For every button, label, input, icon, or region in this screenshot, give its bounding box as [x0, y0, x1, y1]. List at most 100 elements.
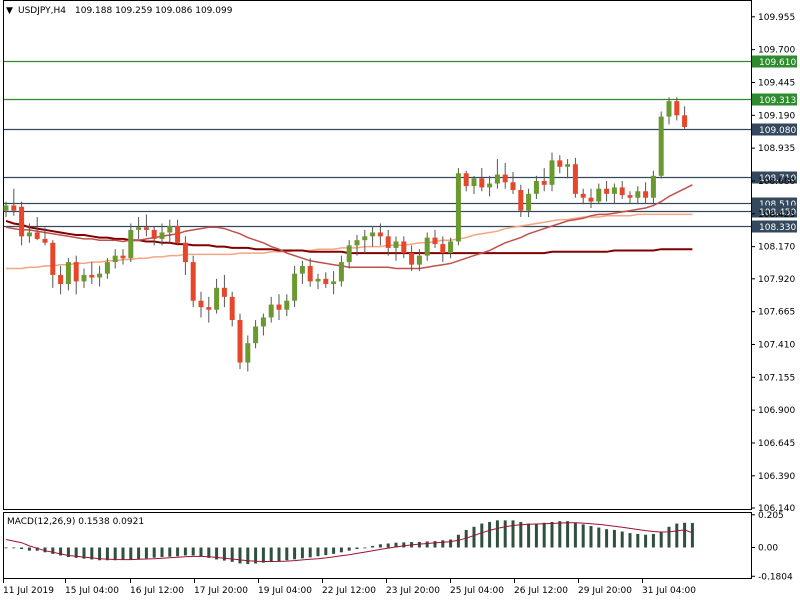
- y-tick-label: 109.190: [758, 111, 795, 121]
- macd-bar: [659, 531, 663, 548]
- candle-bear: [643, 191, 649, 198]
- macd-y-tick-label: 0.205: [758, 511, 784, 521]
- macd-bar: [137, 547, 141, 559]
- macd-bar: [534, 523, 538, 548]
- candle-bull: [362, 236, 368, 241]
- macd-bar: [417, 541, 421, 548]
- candle-bull: [424, 237, 430, 256]
- candle-bull: [393, 241, 399, 248]
- macd-bar: [254, 547, 258, 564]
- y-tick-label: 107.920: [758, 275, 795, 285]
- candle-bull: [346, 245, 352, 263]
- macd-bar: [355, 547, 359, 550]
- macd-bar: [612, 529, 616, 548]
- y-tick-label: 108.680: [758, 177, 795, 187]
- macd-bar: [441, 540, 445, 548]
- macd-panel: 0.205 0.00 -0.1804: [4, 511, 793, 582]
- candle-bear: [541, 180, 547, 185]
- macd-bar: [246, 547, 250, 565]
- macd-bar: [675, 523, 679, 548]
- time-axis: 11 Jul 2019 15 Jul 04:00 16 Jul 12:00 17 Ju…: [3, 579, 696, 596]
- candle-bear: [229, 296, 235, 321]
- macd-bar: [371, 545, 375, 548]
- x-tick-label: 16 Jul 12:00: [130, 586, 184, 596]
- macd-bar: [144, 547, 148, 559]
- y-tick-label: 108.425: [758, 210, 795, 220]
- level-label: 108.450: [759, 208, 796, 218]
- candle-bear: [627, 195, 633, 198]
- macd-bar: [495, 520, 499, 548]
- level-label-box: [752, 93, 797, 106]
- level-label: 109.080: [759, 126, 796, 136]
- macd-bar: [59, 547, 63, 556]
- candle-bull: [565, 164, 571, 167]
- candle-bull: [260, 317, 266, 327]
- candle-bear: [276, 304, 282, 310]
- candle-bull: [635, 191, 641, 198]
- macd-bar: [581, 524, 585, 548]
- candle-bear: [151, 229, 157, 239]
- macd-bar: [43, 547, 47, 553]
- candle-bear: [682, 115, 688, 128]
- candle-bull: [167, 226, 173, 233]
- macd-bar: [168, 547, 172, 557]
- candle-bull: [487, 183, 493, 188]
- macd-bar: [207, 547, 211, 558]
- macd-bar: [27, 547, 31, 551]
- macd-bar: [269, 547, 273, 562]
- macd-bar: [425, 541, 429, 548]
- candle-bull: [292, 273, 298, 301]
- candle-bear: [432, 237, 438, 245]
- macd-bar: [152, 547, 156, 558]
- macd-bar: [605, 529, 609, 548]
- level-label-box: [752, 123, 797, 136]
- macd-bar: [82, 547, 86, 559]
- macd-bar: [589, 525, 593, 548]
- candle-bear: [409, 253, 415, 265]
- candle-bull: [549, 160, 555, 185]
- macd-bar: [121, 547, 125, 560]
- macd-bar: [12, 547, 16, 549]
- candle-bear: [572, 164, 578, 194]
- macd-bar: [293, 547, 297, 560]
- candle-bull: [65, 262, 71, 284]
- candlesticks: [3, 97, 688, 372]
- candle-bull: [494, 174, 500, 184]
- candle-bull: [97, 273, 103, 278]
- macd-bar: [191, 547, 195, 556]
- macd-bar: [558, 521, 562, 548]
- y-tick-label: 106.645: [758, 439, 795, 449]
- candle-bull: [26, 232, 32, 237]
- y-tick-label: 106.900: [758, 406, 795, 416]
- macd-bar: [285, 547, 289, 561]
- candle-bull: [104, 262, 110, 274]
- candle-bear: [401, 241, 407, 254]
- macd-bar: [300, 547, 304, 559]
- horizontal-levels: 109.610 109.313 109.080 108.710 108.510108.4…: [4, 55, 797, 233]
- macd-bar: [230, 547, 234, 562]
- level-label: 109.313: [759, 96, 796, 106]
- x-tick-label: 25 Jul 04:00: [450, 586, 504, 596]
- macd-bar: [238, 547, 242, 564]
- candle-bear: [221, 287, 227, 297]
- macd-bar: [566, 521, 570, 548]
- macd-header: MACD(12,26,9) 0.1538 0.0921: [7, 517, 144, 527]
- macd-bar: [261, 547, 265, 563]
- macd-bar: [511, 520, 515, 548]
- candle-bull: [284, 300, 290, 310]
- chart-header-symbol: USDJPY,H4: [18, 6, 66, 16]
- candle-bear: [580, 193, 586, 198]
- macd-bar: [332, 547, 336, 554]
- macd-bar: [74, 547, 78, 558]
- level-label: 108.330: [759, 223, 796, 233]
- macd-bar: [378, 544, 382, 548]
- macd-bar: [90, 547, 94, 560]
- x-tick-label: 22 Jul 12:00: [322, 586, 376, 596]
- candle-bear: [385, 236, 391, 248]
- macd-bar: [620, 531, 624, 548]
- macd-bar: [644, 534, 648, 548]
- macd-bar: [339, 547, 343, 553]
- candle-bull: [666, 101, 672, 117]
- candle-bull: [354, 240, 360, 246]
